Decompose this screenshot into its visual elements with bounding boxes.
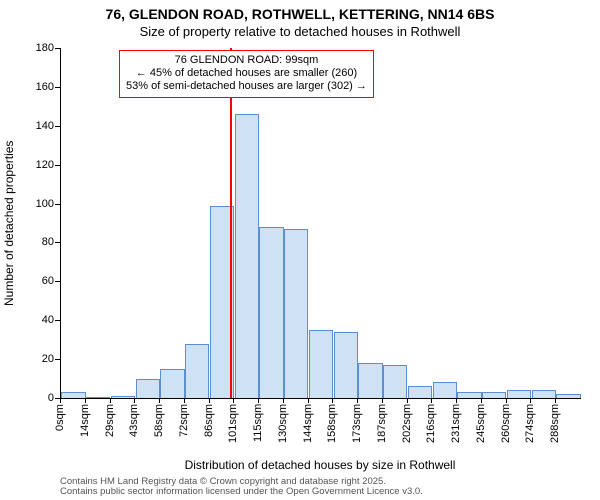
- y-tick-label: 100: [26, 198, 54, 210]
- histogram-bar: [383, 365, 407, 398]
- histogram-bar: [358, 363, 382, 398]
- histogram-bar: [86, 397, 110, 398]
- x-tick-label: 72sqm: [178, 404, 190, 450]
- x-tick-label: 173sqm: [351, 404, 363, 450]
- x-tick-label: 274sqm: [524, 404, 536, 450]
- annotation-box: 76 GLENDON ROAD: 99sqm← 45% of detached …: [119, 50, 374, 98]
- x-tick-label: 0sqm: [54, 404, 66, 450]
- x-tick-label: 202sqm: [401, 404, 413, 450]
- histogram-bar: [259, 227, 283, 398]
- histogram-bar: [532, 390, 556, 398]
- x-tick-label: 43sqm: [128, 404, 140, 450]
- histogram-bar: [284, 229, 308, 398]
- histogram-bar: [136, 379, 160, 398]
- histogram-bar: [482, 392, 506, 398]
- marker-line: [230, 48, 232, 398]
- annotation-line: 53% of semi-detached houses are larger (…: [126, 80, 367, 93]
- y-tick-label: 80: [26, 236, 54, 248]
- y-tick-label: 180: [26, 42, 54, 54]
- histogram-bar: [507, 390, 531, 398]
- annotation-line: 76 GLENDON ROAD: 99sqm: [126, 54, 367, 67]
- chart-title: 76, GLENDON ROAD, ROTHWELL, KETTERING, N…: [0, 6, 600, 22]
- histogram-bar: [457, 392, 481, 398]
- chart-container: 76, GLENDON ROAD, ROTHWELL, KETTERING, N…: [0, 0, 600, 500]
- histogram-bar: [160, 369, 184, 398]
- y-tick-label: 20: [26, 353, 54, 365]
- x-tick-label: 29sqm: [104, 404, 116, 450]
- y-tick-label: 160: [26, 81, 54, 93]
- histogram-bar: [433, 382, 457, 398]
- y-tick-label: 60: [26, 275, 54, 287]
- chart-subtitle: Size of property relative to detached ho…: [0, 24, 600, 39]
- x-tick-label: 115sqm: [252, 404, 264, 450]
- x-tick-label: 288sqm: [549, 404, 561, 450]
- x-tick-label: 58sqm: [153, 404, 165, 450]
- histogram-bar: [111, 396, 135, 398]
- attribution-line2: Contains public sector information licen…: [60, 487, 580, 497]
- x-tick-label: 231sqm: [450, 404, 462, 450]
- x-tick-label: 101sqm: [227, 404, 239, 450]
- x-tick-label: 14sqm: [79, 404, 91, 450]
- y-tick-label: 40: [26, 314, 54, 326]
- y-tick-label: 140: [26, 120, 54, 132]
- x-tick-label: 245sqm: [475, 404, 487, 450]
- plot-area: 76 GLENDON ROAD: 99sqm← 45% of detached …: [60, 48, 581, 399]
- y-tick-label: 0: [26, 392, 54, 404]
- y-tick-label: 120: [26, 159, 54, 171]
- histogram-bar: [235, 114, 259, 398]
- histogram-bar: [408, 386, 432, 398]
- x-tick-label: 86sqm: [203, 404, 215, 450]
- x-tick-label: 260sqm: [500, 404, 512, 450]
- x-tick-label: 216sqm: [425, 404, 437, 450]
- x-tick-label: 158sqm: [326, 404, 338, 450]
- histogram-bar: [309, 330, 333, 398]
- y-axis-label: Number of detached properties: [2, 48, 16, 398]
- x-tick-label: 130sqm: [277, 404, 289, 450]
- histogram-bar: [185, 344, 209, 398]
- x-tick-label: 144sqm: [302, 404, 314, 450]
- histogram-bar: [61, 392, 85, 398]
- x-tick-label: 187sqm: [376, 404, 388, 450]
- histogram-bar: [556, 394, 580, 398]
- attribution-text: Contains HM Land Registry data © Crown c…: [60, 477, 580, 498]
- x-axis-label: Distribution of detached houses by size …: [60, 458, 580, 472]
- histogram-bar: [334, 332, 358, 398]
- annotation-line: ← 45% of detached houses are smaller (26…: [126, 67, 367, 80]
